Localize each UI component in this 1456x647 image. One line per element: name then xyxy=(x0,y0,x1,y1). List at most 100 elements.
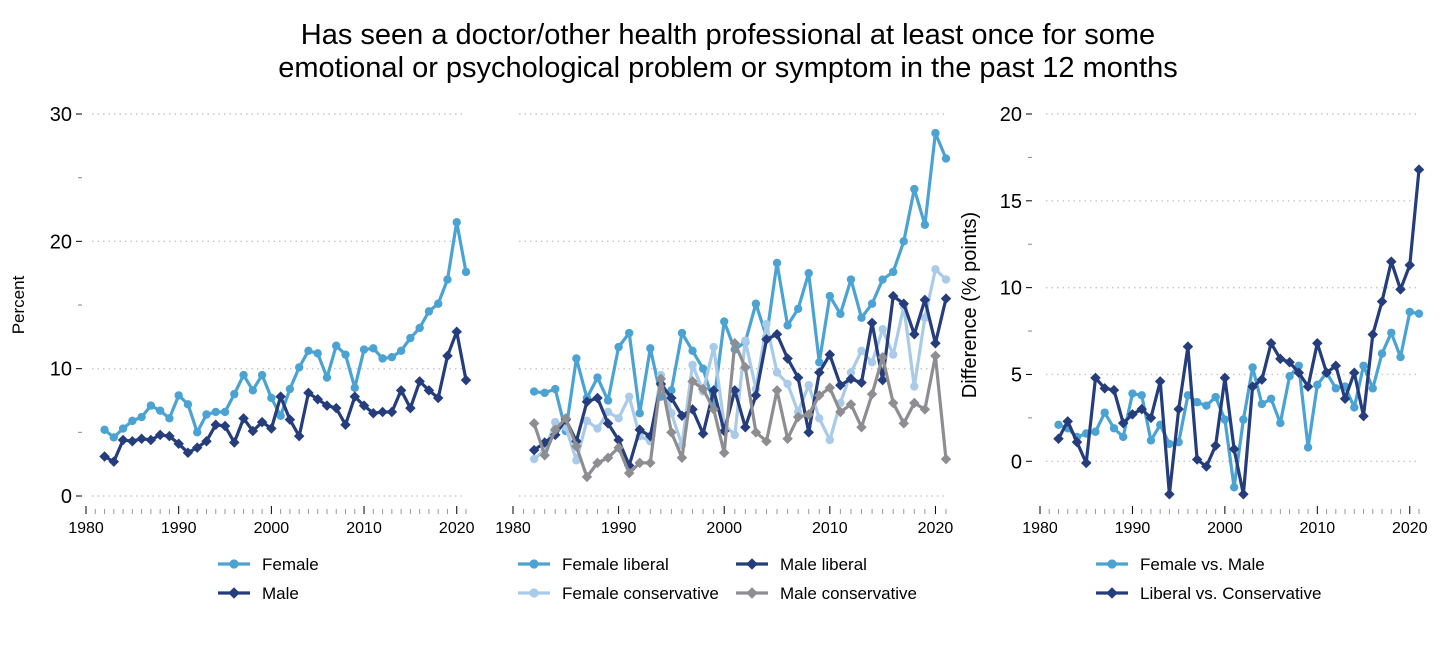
data-point xyxy=(782,353,793,364)
data-point xyxy=(1376,296,1388,307)
data-point xyxy=(824,349,836,360)
data-point xyxy=(803,409,814,420)
data-point xyxy=(230,389,239,399)
data-point xyxy=(1100,408,1109,417)
data-point xyxy=(845,399,857,410)
data-point xyxy=(1146,436,1156,445)
data-point xyxy=(1294,361,1304,370)
panel-right: 0 5 10 15 20 1980 1990 2000 2010 2020 Difference (… xyxy=(959,104,1428,603)
data-point xyxy=(572,456,581,465)
data-point xyxy=(751,299,761,308)
data-point xyxy=(697,383,709,395)
data-point xyxy=(1275,353,1286,365)
data-point xyxy=(146,401,156,410)
data-point xyxy=(815,414,824,423)
data-point xyxy=(782,433,793,444)
data-point xyxy=(1284,357,1295,368)
legend-label: Female liberal xyxy=(562,555,669,574)
data-point xyxy=(667,386,676,395)
data-point xyxy=(340,419,351,430)
data-point xyxy=(1053,433,1064,444)
x-tick-label: 2010 xyxy=(1300,520,1336,537)
data-point xyxy=(846,275,856,284)
data-point xyxy=(1183,391,1193,400)
data-point xyxy=(846,368,856,377)
x-tick-label: 1980 xyxy=(495,520,531,537)
data-point xyxy=(1211,392,1220,402)
data-point xyxy=(899,237,908,246)
x-tick-label: 1980 xyxy=(1022,520,1058,537)
data-point xyxy=(1368,384,1377,393)
data-point xyxy=(1228,443,1240,455)
data-point xyxy=(1238,489,1249,500)
data-point xyxy=(359,345,369,354)
data-point xyxy=(836,309,845,319)
data-point xyxy=(1071,436,1083,448)
data-point xyxy=(866,388,878,400)
data-point xyxy=(793,304,803,314)
legend-swatch-marker xyxy=(746,587,758,599)
data-point xyxy=(771,385,783,396)
data-point xyxy=(368,407,379,419)
data-point xyxy=(1117,417,1129,429)
data-point xyxy=(219,420,231,432)
legend-swatch-marker xyxy=(1107,559,1117,569)
data-point xyxy=(804,268,813,278)
legend-swatch-marker xyxy=(1106,587,1118,599)
data-point xyxy=(581,471,593,483)
data-point xyxy=(1062,416,1073,427)
data-point xyxy=(730,430,739,440)
data-point xyxy=(350,383,359,392)
data-point xyxy=(1210,440,1221,451)
data-point xyxy=(256,416,268,428)
data-point xyxy=(772,368,782,377)
data-point xyxy=(940,293,952,304)
data-point xyxy=(741,336,750,345)
data-point xyxy=(888,350,898,359)
data-point xyxy=(313,349,322,358)
data-point xyxy=(783,379,792,389)
data-point xyxy=(898,298,910,309)
x-tick-label: 2020 xyxy=(439,520,475,537)
data-point xyxy=(1239,415,1248,424)
series-female-conservative xyxy=(529,265,951,465)
data-point xyxy=(1108,384,1120,396)
data-point xyxy=(729,337,741,349)
data-point xyxy=(549,424,561,436)
legend-label: Female conservative xyxy=(562,584,719,603)
data-point xyxy=(613,434,624,446)
data-point xyxy=(666,392,677,404)
legend-label: Male conservative xyxy=(780,584,917,603)
data-point xyxy=(750,390,762,401)
data-point xyxy=(154,429,166,441)
data-point xyxy=(783,321,792,330)
data-point xyxy=(528,444,540,456)
data-point xyxy=(1109,424,1119,433)
data-point xyxy=(740,362,751,373)
data-point xyxy=(1136,403,1147,415)
data-point xyxy=(276,411,285,420)
x-tick-label: 2000 xyxy=(1207,520,1243,537)
data-point xyxy=(919,294,931,306)
data-point xyxy=(941,154,951,163)
data-point xyxy=(1387,328,1396,337)
data-point xyxy=(825,291,835,301)
series-female xyxy=(100,218,471,442)
data-point xyxy=(349,391,361,402)
data-point xyxy=(1154,376,1166,387)
data-point xyxy=(1248,363,1257,372)
data-point xyxy=(624,328,634,338)
data-point xyxy=(867,299,877,308)
data-point xyxy=(1080,457,1092,469)
data-point xyxy=(1127,409,1138,420)
data-point xyxy=(1276,418,1285,428)
x-tick-label: 2010 xyxy=(346,520,382,537)
data-point xyxy=(529,387,539,396)
data-point xyxy=(572,354,581,363)
data-point xyxy=(1182,341,1194,352)
y-tick-label: 0 xyxy=(61,486,72,508)
data-point xyxy=(183,400,193,409)
data-point xyxy=(1312,337,1323,349)
data-point xyxy=(677,328,687,338)
